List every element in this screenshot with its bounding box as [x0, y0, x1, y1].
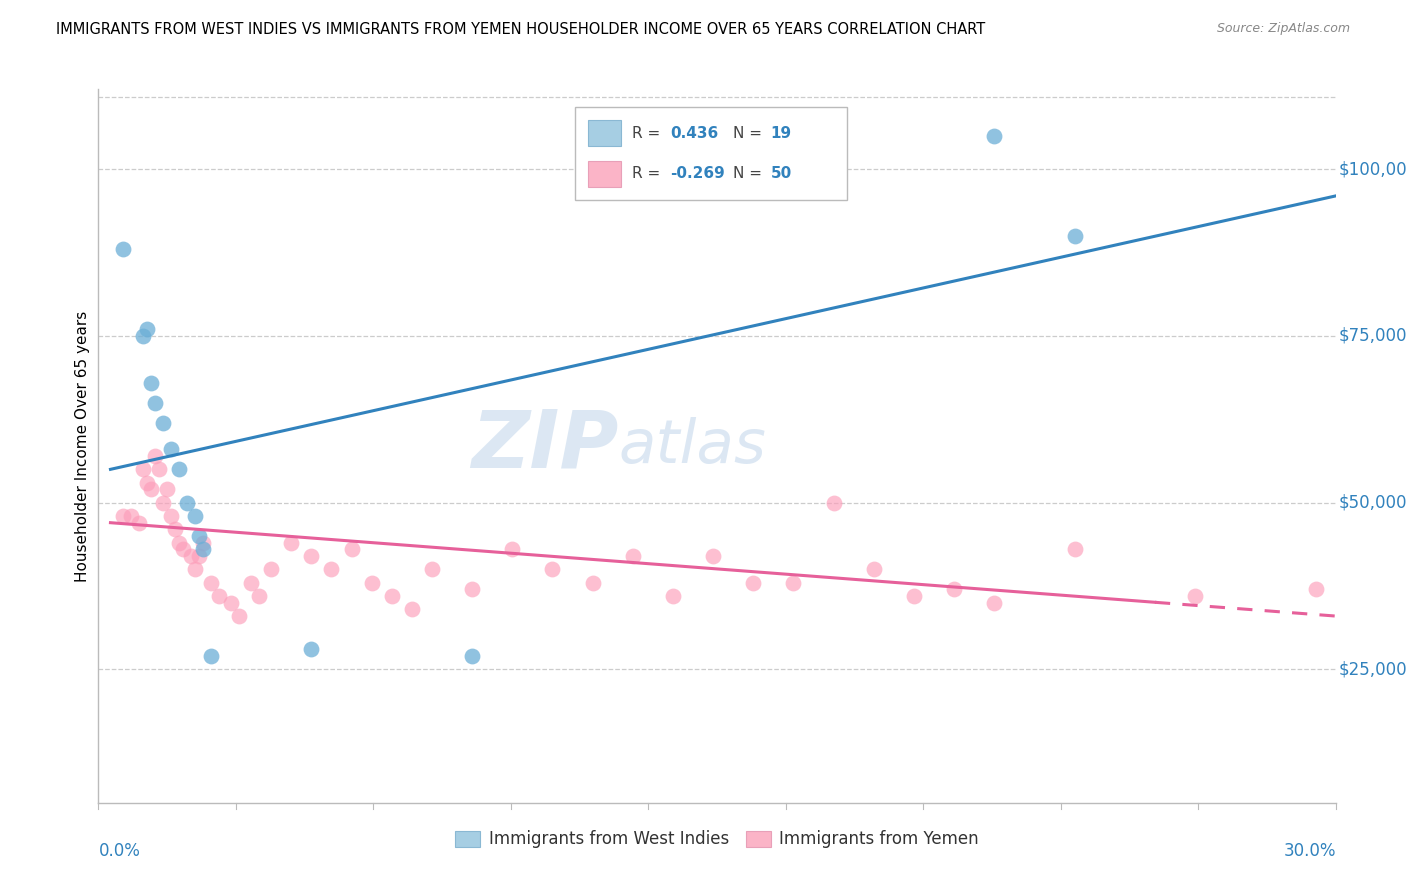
Point: [299, 549, 322, 563]
Text: atlas: atlas: [619, 417, 766, 475]
Text: 0.0%: 0.0%: [98, 842, 141, 860]
Text: Source: ZipAtlas.com: Source: ZipAtlas.com: [1216, 22, 1350, 36]
Text: 50: 50: [770, 166, 792, 181]
Legend: Immigrants from West Indies, Immigrants from Yemen: Immigrants from West Indies, Immigrants …: [449, 824, 986, 855]
Point: [184, 562, 207, 576]
Point: [139, 376, 162, 390]
Point: [862, 562, 884, 576]
Text: N =: N =: [733, 166, 766, 181]
FancyBboxPatch shape: [588, 120, 621, 146]
Point: [167, 462, 190, 476]
Point: [111, 242, 134, 256]
Point: [662, 589, 685, 603]
Point: [581, 575, 603, 590]
Point: [200, 575, 222, 590]
Point: [1184, 589, 1206, 603]
Point: [135, 322, 157, 336]
Point: [461, 582, 484, 597]
Point: [208, 589, 231, 603]
Point: [983, 596, 1005, 610]
Text: $100,000: $100,000: [1339, 161, 1406, 178]
Text: IMMIGRANTS FROM WEST INDIES VS IMMIGRANTS FROM YEMEN HOUSEHOLDER INCOME OVER 65 : IMMIGRANTS FROM WEST INDIES VS IMMIGRANT…: [56, 22, 986, 37]
Point: [187, 549, 209, 563]
Point: [228, 609, 250, 624]
Text: 19: 19: [770, 126, 792, 141]
Point: [131, 462, 153, 476]
Point: [191, 542, 214, 557]
Point: [247, 589, 270, 603]
Point: [381, 589, 404, 603]
Point: [420, 562, 443, 576]
FancyBboxPatch shape: [588, 161, 621, 186]
Point: [187, 529, 209, 543]
Point: [782, 575, 804, 590]
FancyBboxPatch shape: [575, 107, 846, 200]
Point: [823, 496, 845, 510]
Point: [360, 575, 382, 590]
Point: [135, 475, 157, 490]
Point: [260, 562, 283, 576]
Point: [280, 535, 302, 549]
Point: [152, 416, 174, 430]
Point: [219, 596, 242, 610]
Point: [903, 589, 925, 603]
Point: [159, 509, 181, 524]
Text: 0.436: 0.436: [671, 126, 718, 141]
Point: [943, 582, 966, 597]
Point: [240, 575, 263, 590]
Y-axis label: Householder Income Over 65 years: Householder Income Over 65 years: [75, 310, 90, 582]
Point: [200, 649, 222, 664]
Point: [176, 496, 198, 510]
Point: [180, 549, 202, 563]
Point: [128, 516, 150, 530]
Point: [541, 562, 564, 576]
Point: [111, 509, 134, 524]
Point: [131, 329, 153, 343]
Point: [321, 562, 343, 576]
Point: [156, 483, 179, 497]
Point: [172, 542, 194, 557]
Text: $75,000: $75,000: [1339, 327, 1406, 345]
Point: [1063, 228, 1085, 243]
Text: N =: N =: [733, 126, 766, 141]
Point: [340, 542, 363, 557]
Point: [1305, 582, 1327, 597]
Text: ZIP: ZIP: [471, 407, 619, 485]
Point: [621, 549, 644, 563]
Point: [742, 575, 765, 590]
Point: [143, 449, 166, 463]
Point: [184, 509, 207, 524]
Point: [139, 483, 162, 497]
Text: -0.269: -0.269: [671, 166, 725, 181]
Point: [401, 602, 423, 616]
Point: [152, 496, 174, 510]
Point: [148, 462, 170, 476]
Point: [159, 442, 181, 457]
Point: [461, 649, 484, 664]
Text: $25,000: $25,000: [1339, 660, 1406, 679]
Point: [1063, 542, 1085, 557]
Point: [983, 128, 1005, 143]
Text: $50,000: $50,000: [1339, 493, 1406, 512]
Text: 30.0%: 30.0%: [1284, 842, 1336, 860]
Point: [120, 509, 142, 524]
Text: R =: R =: [631, 166, 665, 181]
Point: [501, 542, 523, 557]
Point: [191, 535, 214, 549]
Point: [163, 522, 186, 536]
Point: [167, 535, 190, 549]
Text: R =: R =: [631, 126, 665, 141]
Point: [143, 395, 166, 409]
Point: [702, 549, 724, 563]
Point: [299, 642, 322, 657]
